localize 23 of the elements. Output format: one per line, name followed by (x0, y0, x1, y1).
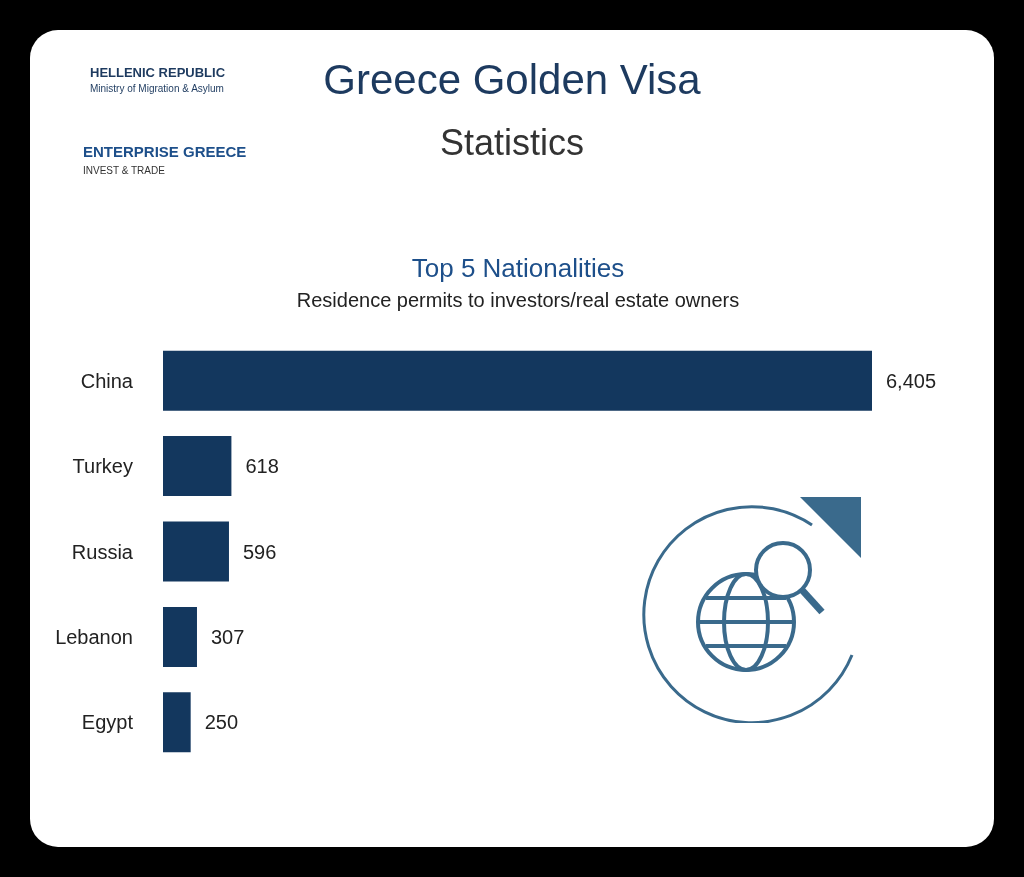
data-label: 596 (242, 540, 277, 563)
text: Residence permits to investors/real estate owners (296, 289, 740, 311)
data-label: 618 (245, 455, 279, 478)
bar (163, 606, 197, 667)
text: Ministry of Migration & Asylum (90, 82, 224, 94)
text: ENTERPRISE GREECE (83, 143, 247, 160)
text: INVEST & TRADE (83, 164, 166, 176)
bar (163, 436, 232, 497)
y-tick-label: Turkey (72, 455, 133, 478)
y-tick-label: China (80, 369, 134, 392)
text: HELLENIC REPUBLIC (90, 65, 226, 80)
data-label: 307 (210, 625, 245, 648)
chart-title: Greece Golden Visa (323, 55, 702, 103)
y-tick-label: Egypt (81, 711, 134, 734)
data-label: 6,405 (886, 369, 937, 392)
text: Top 5 Nationalities (411, 253, 625, 283)
y-tick-label: Russia (71, 540, 134, 563)
bar (163, 692, 191, 753)
data-label: 250 (204, 711, 239, 734)
bar (163, 521, 229, 582)
bar (163, 350, 872, 411)
y-tick-label: Lebanon (55, 625, 133, 648)
chart-subtitle: Statistics (439, 121, 585, 163)
